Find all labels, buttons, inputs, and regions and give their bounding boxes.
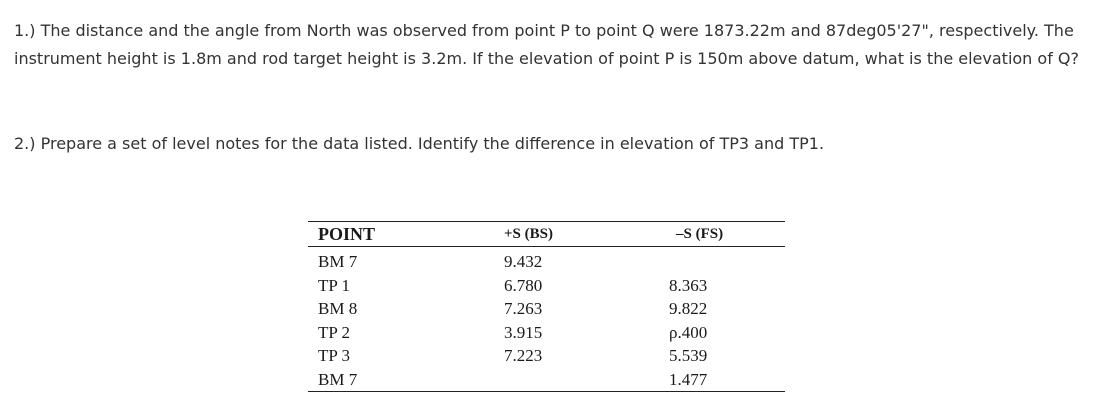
header-foresight: –S (FS) <box>664 221 785 247</box>
point-cell: BM 8 <box>318 299 358 318</box>
foresight-cell: 5.539 <box>669 346 708 365</box>
foresight-cell: ρ.400 <box>669 322 708 342</box>
table-row: TP 3 7.223 5.539 <box>308 344 785 368</box>
question-1-text: 1.) The distance and the angle from Nort… <box>14 21 1079 68</box>
point-cell: TP 1 <box>318 275 350 295</box>
table-header-row: POINT +S (BS) –S (FS) <box>308 221 785 247</box>
table-row: BM 8 7.263 9.822 <box>308 297 785 321</box>
backsight-cell: 3.915 <box>504 322 543 342</box>
backsight-cell: 9.432 <box>504 252 543 271</box>
header-point: POINT <box>308 221 494 247</box>
point-cell: TP 2 <box>318 322 350 342</box>
question-2-text: 2.) Prepare a set of level notes for the… <box>14 134 825 153</box>
foresight-cell: 1.477 <box>664 367 785 392</box>
table-row: BM 7 1.477 <box>308 367 785 392</box>
point-cell: BM 7 <box>318 252 358 271</box>
foresight-cell: 9.822 <box>669 299 708 318</box>
backsight-cell: 7.263 <box>504 299 543 318</box>
backsight-cell: 6.780 <box>504 275 543 295</box>
point-cell: BM 7 <box>308 367 494 392</box>
foresight-cell: 8.363 <box>669 275 708 295</box>
header-backsight: +S (BS) <box>494 221 664 247</box>
backsight-cell <box>494 367 664 392</box>
table-row: TP 1 6.780 8.363 <box>308 274 785 298</box>
level-notes-table: POINT +S (BS) –S (FS) BM 7 9.432 TP 1 6.… <box>308 221 785 392</box>
foresight-cell <box>664 247 785 274</box>
table-row: TP 2 3.915 ρ.400 <box>308 321 785 345</box>
table-row: BM 7 9.432 <box>308 247 785 274</box>
backsight-cell: 7.223 <box>504 346 543 365</box>
point-cell: TP 3 <box>318 346 350 365</box>
